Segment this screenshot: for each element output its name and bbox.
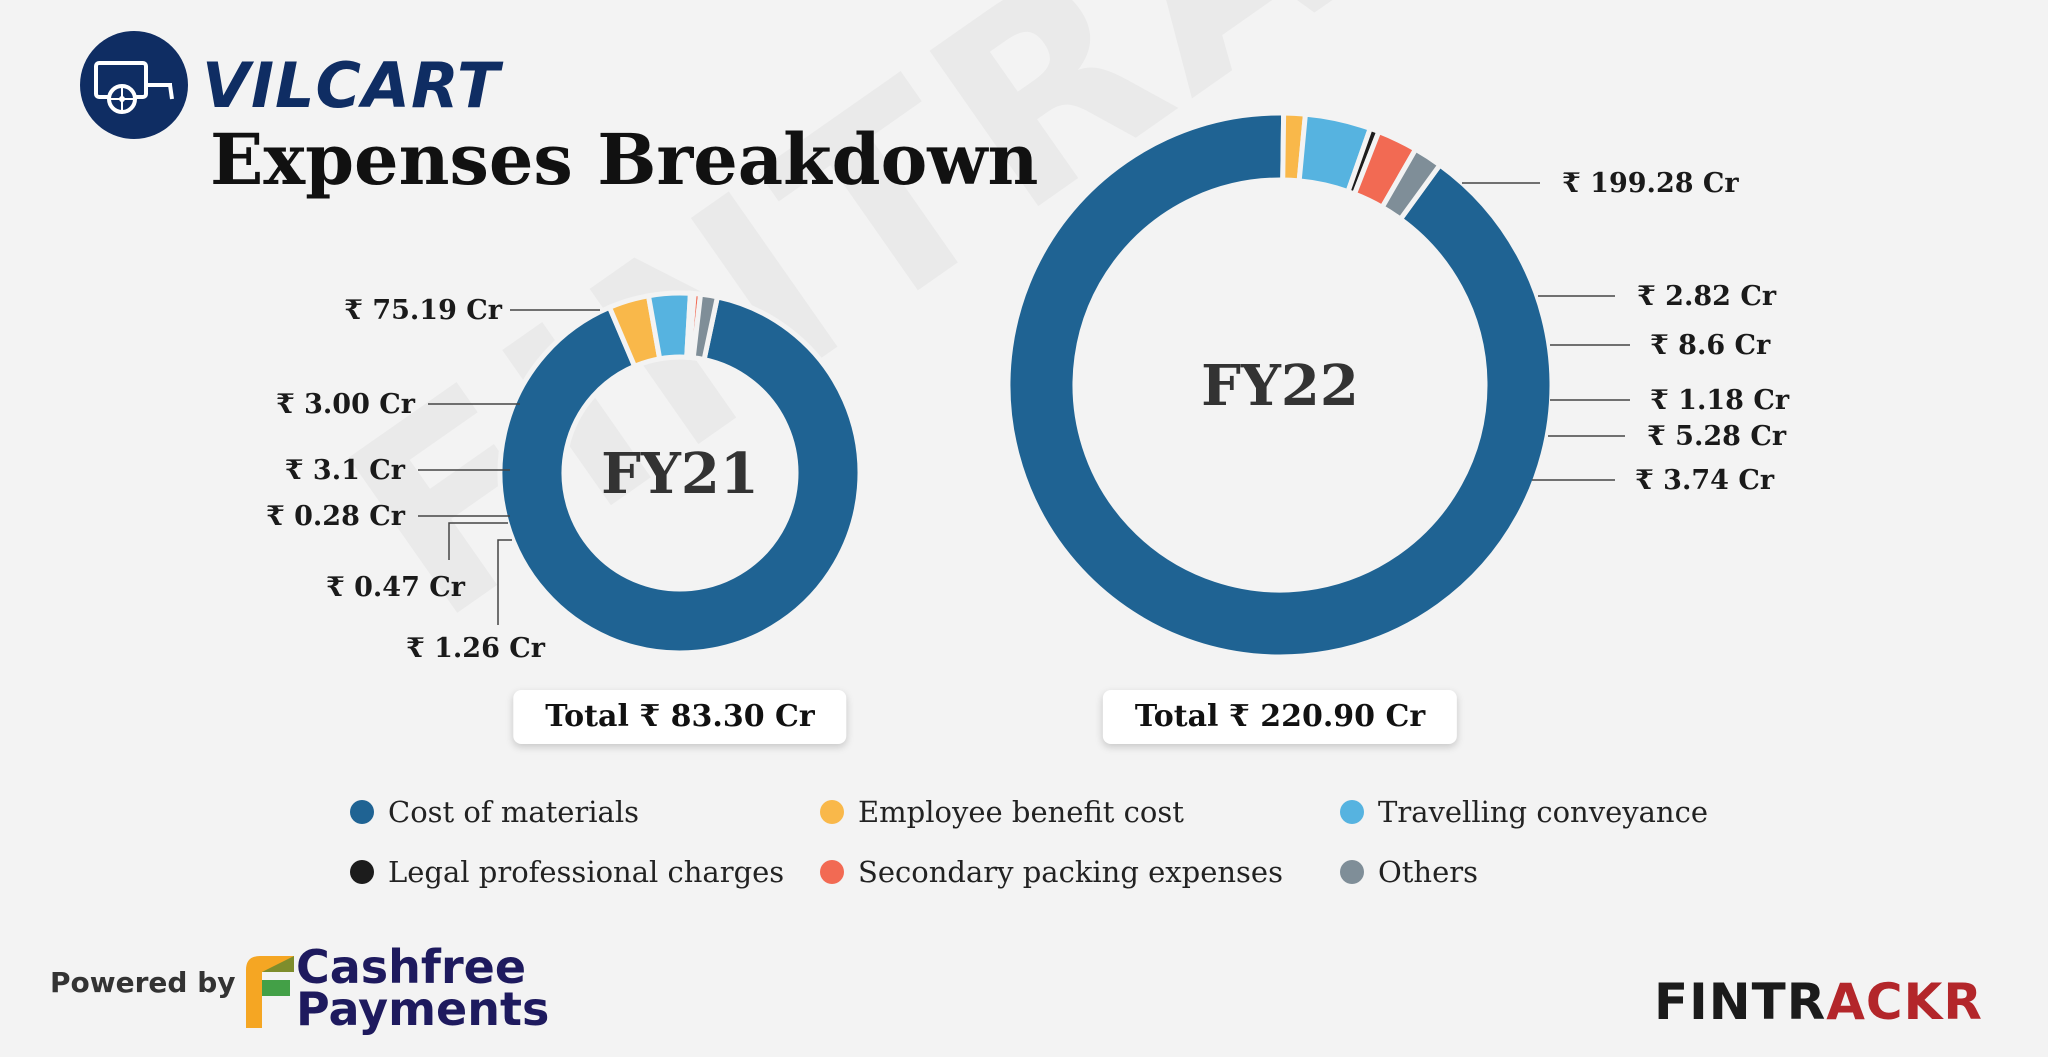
legend-item-employee-benefit: Employee benefit cost xyxy=(820,795,1340,829)
legend-item-others: Others xyxy=(1340,855,1740,889)
legend-swatch xyxy=(1340,800,1364,824)
legend-swatch xyxy=(350,800,374,824)
value-label-employee-benefit: ₹ 2.82 Cr xyxy=(1637,281,1777,312)
fintrackr-part1: FINTR xyxy=(1654,973,1827,1031)
leader-line-secondary-packing xyxy=(448,522,508,560)
fintrackr-part2: ACKR xyxy=(1826,973,1983,1031)
cashfree-wordmark: Cashfree Payments xyxy=(296,940,550,1036)
value-label-employee-benefit: ₹ 3.00 Cr xyxy=(276,389,416,420)
cart-logo-icon xyxy=(80,31,188,139)
value-label-others: ₹ 3.74 Cr xyxy=(1635,465,1775,496)
legend-swatch xyxy=(1340,860,1364,884)
brand-header: VILCART xyxy=(80,30,500,140)
slice-cost-of-materials xyxy=(497,293,863,656)
legend-label: Employee benefit cost xyxy=(858,795,1184,829)
donut-chart-fy22: ₹ 199.28 Cr ₹ 2.82 Cr ₹ 8.6 Cr ₹ 1.18 Cr ₹ 5… xyxy=(1005,110,1790,660)
total-fy21: Total ₹ 83.30 Cr xyxy=(513,690,847,744)
value-label-travelling: ₹ 3.1 Cr xyxy=(285,455,406,486)
legend: Cost of materials Employee benefit cost … xyxy=(350,795,1750,889)
leader-line-others xyxy=(497,539,512,625)
value-label-cost-of-materials: ₹ 199.28 Cr xyxy=(1562,168,1739,199)
legend-swatch xyxy=(820,860,844,884)
legend-label: Legal professional charges xyxy=(388,855,785,889)
value-label-travelling: ₹ 8.6 Cr xyxy=(1650,330,1771,361)
fintrackr-logo: FINTRACKR xyxy=(1654,973,1983,1031)
value-label-cost-of-materials: ₹ 75.19 Cr xyxy=(344,295,503,326)
powered-by-label: Powered by xyxy=(50,966,236,999)
value-label-legal: ₹ 0.28 Cr xyxy=(266,501,406,532)
legend-label: Travelling conveyance xyxy=(1378,795,1709,829)
brand-name: VILCART xyxy=(202,48,501,122)
legend-item-legal: Legal professional charges xyxy=(350,855,820,889)
value-label-secondary-packing: ₹ 5.28 Cr xyxy=(1647,421,1787,452)
legend-swatch xyxy=(350,860,374,884)
slice-others xyxy=(1378,145,1444,223)
legend-label: Cost of materials xyxy=(388,795,640,829)
legend-item-cost-of-materials: Cost of materials xyxy=(350,795,820,829)
legend-swatch xyxy=(820,800,844,824)
legend-label: Secondary packing expenses xyxy=(858,855,1283,889)
center-label: FY22 xyxy=(1201,353,1359,419)
legend-item-secondary-packing: Secondary packing expenses xyxy=(820,855,1340,889)
donut-chart-fy21: ₹ 75.19 Cr ₹ 3.00 Cr ₹ 3.1 Cr ₹ 0.28 Cr ₹ 0.… xyxy=(266,290,863,664)
slice-cost-of-materials xyxy=(1005,110,1555,660)
cashfree-logo-icon xyxy=(246,956,294,1028)
value-label-legal: ₹ 1.18 Cr xyxy=(1650,385,1790,416)
slice-others xyxy=(690,291,721,363)
value-label-secondary-packing: ₹ 0.47 Cr xyxy=(326,572,466,603)
total-fy22: Total ₹ 220.90 Cr xyxy=(1102,690,1458,744)
legend-item-travelling: Travelling conveyance xyxy=(1340,795,1740,829)
cashfree-line1: Cashfree xyxy=(296,940,527,994)
cashfree-line2: Payments xyxy=(296,982,550,1036)
value-label-others: ₹ 1.26 Cr xyxy=(406,633,546,664)
page-title: Expenses Breakdown xyxy=(210,118,1039,201)
center-label: FY21 xyxy=(601,441,759,507)
legend-label: Others xyxy=(1378,855,1479,889)
